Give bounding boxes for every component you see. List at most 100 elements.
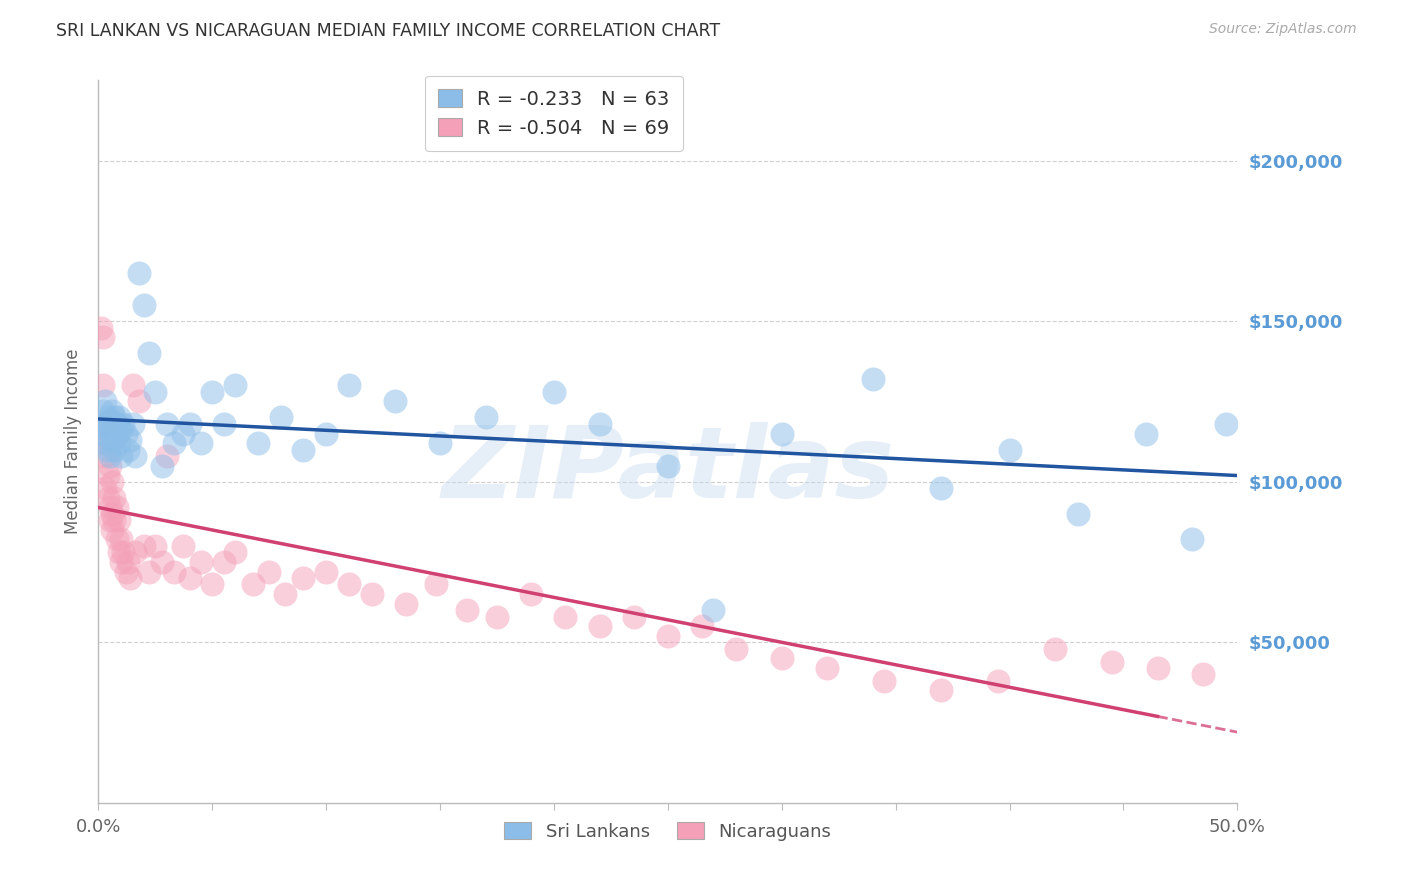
Point — [121, 378, 143, 392]
Point — [543, 384, 565, 399]
Point — [690, 619, 713, 633]
Point — [224, 378, 246, 392]
Point — [98, 414, 121, 428]
Point — [112, 417, 135, 431]
Point — [770, 426, 793, 441]
Point — [987, 673, 1010, 688]
Point — [1215, 417, 1237, 431]
Point — [623, 609, 645, 624]
Point — [105, 533, 128, 547]
Point — [94, 481, 117, 495]
Point — [132, 539, 155, 553]
Point — [94, 417, 117, 431]
Point — [156, 417, 179, 431]
Point — [162, 436, 184, 450]
Point — [770, 651, 793, 665]
Point — [90, 417, 112, 431]
Point — [150, 458, 173, 473]
Point — [91, 426, 114, 441]
Point — [520, 587, 543, 601]
Point — [114, 426, 136, 441]
Point — [337, 378, 360, 392]
Point — [98, 500, 121, 515]
Point — [98, 449, 121, 463]
Point — [145, 384, 167, 399]
Point — [96, 491, 118, 505]
Point — [292, 571, 315, 585]
Text: ZIPatlas: ZIPatlas — [441, 422, 894, 519]
Point — [117, 442, 139, 457]
Point — [172, 426, 194, 441]
Point — [725, 641, 748, 656]
Point — [657, 629, 679, 643]
Point — [124, 449, 146, 463]
Point — [588, 417, 610, 431]
Point — [110, 555, 132, 569]
Point — [212, 555, 235, 569]
Point — [108, 545, 131, 559]
Point — [179, 417, 201, 431]
Point — [110, 423, 132, 437]
Point — [98, 433, 121, 447]
Point — [242, 577, 264, 591]
Point — [108, 513, 131, 527]
Point — [103, 442, 125, 457]
Point — [110, 449, 132, 463]
Point — [1181, 533, 1204, 547]
Point — [98, 513, 121, 527]
Y-axis label: Median Family Income: Median Family Income — [65, 349, 83, 534]
Point — [96, 468, 118, 483]
Point — [96, 423, 118, 437]
Point — [1067, 507, 1090, 521]
Point — [128, 394, 150, 409]
Point — [94, 436, 117, 450]
Point — [101, 404, 124, 418]
Point — [292, 442, 315, 457]
Point — [554, 609, 576, 624]
Point — [101, 475, 124, 489]
Point — [91, 378, 114, 392]
Point — [998, 442, 1021, 457]
Point — [96, 410, 118, 425]
Point — [702, 603, 724, 617]
Point — [1101, 655, 1123, 669]
Point — [224, 545, 246, 559]
Point — [425, 577, 447, 591]
Point — [105, 426, 128, 441]
Point — [429, 436, 451, 450]
Point — [873, 673, 896, 688]
Point — [190, 436, 212, 450]
Point — [101, 417, 124, 431]
Point — [862, 372, 884, 386]
Point — [190, 555, 212, 569]
Point — [101, 423, 124, 437]
Point — [90, 436, 112, 450]
Point — [110, 533, 132, 547]
Point — [103, 410, 125, 425]
Point — [91, 404, 114, 418]
Point — [101, 523, 124, 537]
Point — [486, 609, 509, 624]
Point — [120, 433, 142, 447]
Point — [815, 661, 838, 675]
Point — [474, 410, 496, 425]
Point — [94, 449, 117, 463]
Point — [138, 565, 160, 579]
Text: SRI LANKAN VS NICARAGUAN MEDIAN FAMILY INCOME CORRELATION CHART: SRI LANKAN VS NICARAGUAN MEDIAN FAMILY I… — [56, 22, 720, 40]
Point — [162, 565, 184, 579]
Point — [108, 410, 131, 425]
Point — [103, 491, 125, 505]
Point — [105, 417, 128, 431]
Point — [179, 571, 201, 585]
Point — [128, 266, 150, 280]
Point — [132, 298, 155, 312]
Point — [395, 597, 418, 611]
Point — [315, 565, 337, 579]
Point — [456, 603, 478, 617]
Point — [103, 430, 125, 444]
Point — [274, 587, 297, 601]
Point — [101, 507, 124, 521]
Point — [114, 565, 136, 579]
Point — [360, 587, 382, 601]
Text: Source: ZipAtlas.com: Source: ZipAtlas.com — [1209, 22, 1357, 37]
